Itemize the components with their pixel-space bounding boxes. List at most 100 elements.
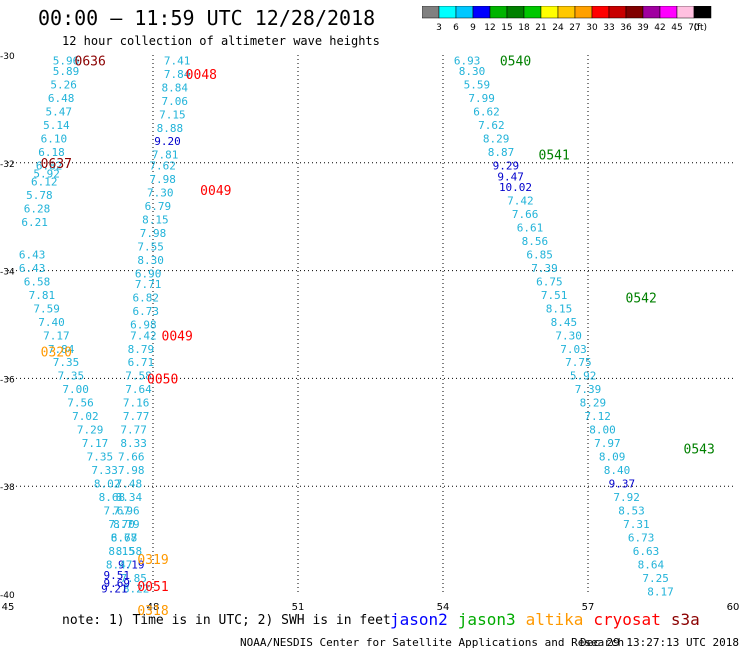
wave-height-point: 6.93 — [454, 54, 481, 67]
wave-height-point: 8.15 — [108, 545, 135, 558]
wave-height-point: 8.68 — [99, 491, 126, 504]
wave-height-point: 7.77 — [123, 410, 150, 423]
wave-height-point: 7.96 — [113, 504, 140, 517]
colorbar-tick: 24 — [552, 23, 564, 33]
wave-height-point: 7.30 — [147, 186, 174, 199]
colorbar-unit: (ft) — [693, 23, 707, 33]
pass-time-label: 0543 — [684, 442, 715, 457]
wave-height-point: 7.84 — [48, 343, 75, 356]
wave-height-point: 8.30 — [137, 254, 164, 267]
wave-height-point: 7.15 — [159, 108, 186, 121]
wave-height-point: 9.29 — [493, 159, 520, 172]
colorbar-tick: 30 — [586, 23, 598, 33]
wave-height-point: 8.56 — [522, 235, 549, 248]
wave-height-point: 7.55 — [137, 240, 164, 253]
pass-time-label: 0318 — [137, 604, 168, 619]
wave-height-point: 9.37 — [609, 478, 636, 491]
legend-entry: altika — [525, 610, 584, 629]
pass-time-label: 0320 — [41, 345, 72, 360]
wave-height-point: 5.92 — [570, 370, 597, 383]
wave-height-point: 6.10 — [41, 133, 68, 146]
wave-height-point: 7.39 — [531, 262, 558, 275]
wave-height-point: 5.26 — [50, 79, 77, 92]
wave-height-point: 7.59 — [33, 302, 60, 315]
wave-height-point: 6.85 — [526, 248, 553, 261]
wave-height-point: 7.03 — [560, 343, 587, 356]
y-tick-label: -32 — [0, 160, 15, 170]
wave-height-point: 7.29 — [77, 424, 104, 437]
wave-height-point: 7.42 — [130, 329, 157, 342]
colorbar-swatch — [693, 6, 712, 19]
wave-height-point: 7.35 — [87, 451, 114, 464]
pass-time-label: 0542 — [626, 292, 657, 307]
wave-height-point: 7.58 — [125, 370, 152, 383]
wave-height-point: 6.75 — [536, 275, 563, 288]
wave-height-point: 8.17 — [647, 585, 674, 598]
wave-height-point: 7.17 — [43, 329, 70, 342]
legend-entry: jason2 — [390, 610, 448, 629]
wave-height-point: 7.70 — [108, 518, 135, 531]
wave-height-point: 5.59 — [464, 79, 491, 92]
wave-height-point: 7.98 — [118, 464, 145, 477]
y-tick-label: -38 — [0, 483, 15, 493]
pass-time-label: 0540 — [500, 54, 531, 69]
wave-height-point: 6.12 — [31, 176, 58, 189]
wave-height-point: 7.51 — [541, 289, 568, 302]
wave-height-point: 6.58 — [24, 275, 51, 288]
wave-height-point: 7.99 — [468, 92, 495, 105]
wave-height-point: 7.00 — [62, 383, 89, 396]
x-tick-label: 51 — [292, 602, 305, 613]
wave-height-point: 6.82 — [36, 159, 63, 172]
legend-entry: s3a — [670, 610, 700, 629]
wave-height-point: 7.98 — [140, 227, 167, 240]
wave-height-point: 7.02 — [72, 410, 99, 423]
pass-time-label: 0541 — [539, 149, 570, 164]
x-tick-label: 60 — [727, 602, 740, 613]
wave-height-point: 7.71 — [135, 278, 162, 291]
wave-height-point: 8.88 — [157, 122, 184, 135]
wave-height-point: 7.84 — [164, 68, 191, 81]
wave-height-point: 8.58 — [116, 545, 143, 558]
wave-height-point: 7.12 — [584, 410, 611, 423]
wave-height-point: 8.34 — [116, 491, 143, 504]
wave-height-point: 8.79 — [113, 518, 140, 531]
wave-height-point: 7.30 — [555, 329, 582, 342]
wave-height-point: 9.51 — [104, 569, 131, 582]
colorbar: 3 6 9 12 15 18 21 24 27 30 33 36 39 42 45 70(ft) — [422, 6, 712, 33]
wave-height-point: 6.82 — [133, 292, 160, 305]
wave-height-point: 9.19 — [118, 558, 145, 571]
y-tick-label: -40 — [0, 591, 15, 601]
wave-height-point: 6.73 — [133, 305, 160, 318]
wave-height-point: 7.56 — [67, 397, 94, 410]
wave-height-point: 6.43 — [19, 248, 46, 261]
satellite-legend: jason2 jason3 altika cryosat s3a — [390, 610, 710, 629]
pass-time-label: 0050 — [147, 372, 178, 387]
wave-height-point: 7.62 — [149, 159, 176, 172]
wave-height-point: 6.71 — [128, 356, 155, 369]
wave-height-point: 7.40 — [38, 316, 65, 329]
pass-time-label: 0051 — [137, 580, 168, 595]
wave-height-point: 8.09 — [599, 451, 626, 464]
wave-height-point: 7.39 — [575, 383, 602, 396]
wave-height-point: 6.61 — [517, 221, 544, 234]
wave-height-point: 8.87 — [488, 146, 515, 159]
credit-line: NOAA/NESDIS Center for Satellite Applica… — [240, 636, 625, 649]
wave-height-point: 7.33 — [91, 464, 118, 477]
x-tick-label: 48 — [147, 602, 160, 613]
wave-height-point: 9.21 — [101, 583, 128, 596]
wave-height-point: 7.66 — [512, 208, 539, 221]
wave-height-point: 8.64 — [638, 558, 665, 571]
wave-height-point: 6.77 — [111, 531, 138, 544]
pass-time-label: 0637 — [41, 157, 72, 172]
colorbar-tick: 6 — [453, 23, 459, 33]
x-tick-label: 45 — [2, 602, 15, 613]
wave-height-point: 5.14 — [43, 119, 70, 132]
wave-height-point: 7.98 — [149, 173, 176, 186]
wave-height-point: 7.66 — [118, 451, 145, 464]
chart-title: 00:00 – 11:59 UTC 12/28/2018 — [38, 6, 376, 30]
wave-height-point: 8.00 — [589, 424, 616, 437]
wave-height-point: 6.62 — [473, 106, 500, 119]
wave-height-point: 5.47 — [46, 106, 73, 119]
wave-height-point: 8.33 — [120, 437, 147, 450]
wave-height-point: 8.29 — [483, 133, 510, 146]
